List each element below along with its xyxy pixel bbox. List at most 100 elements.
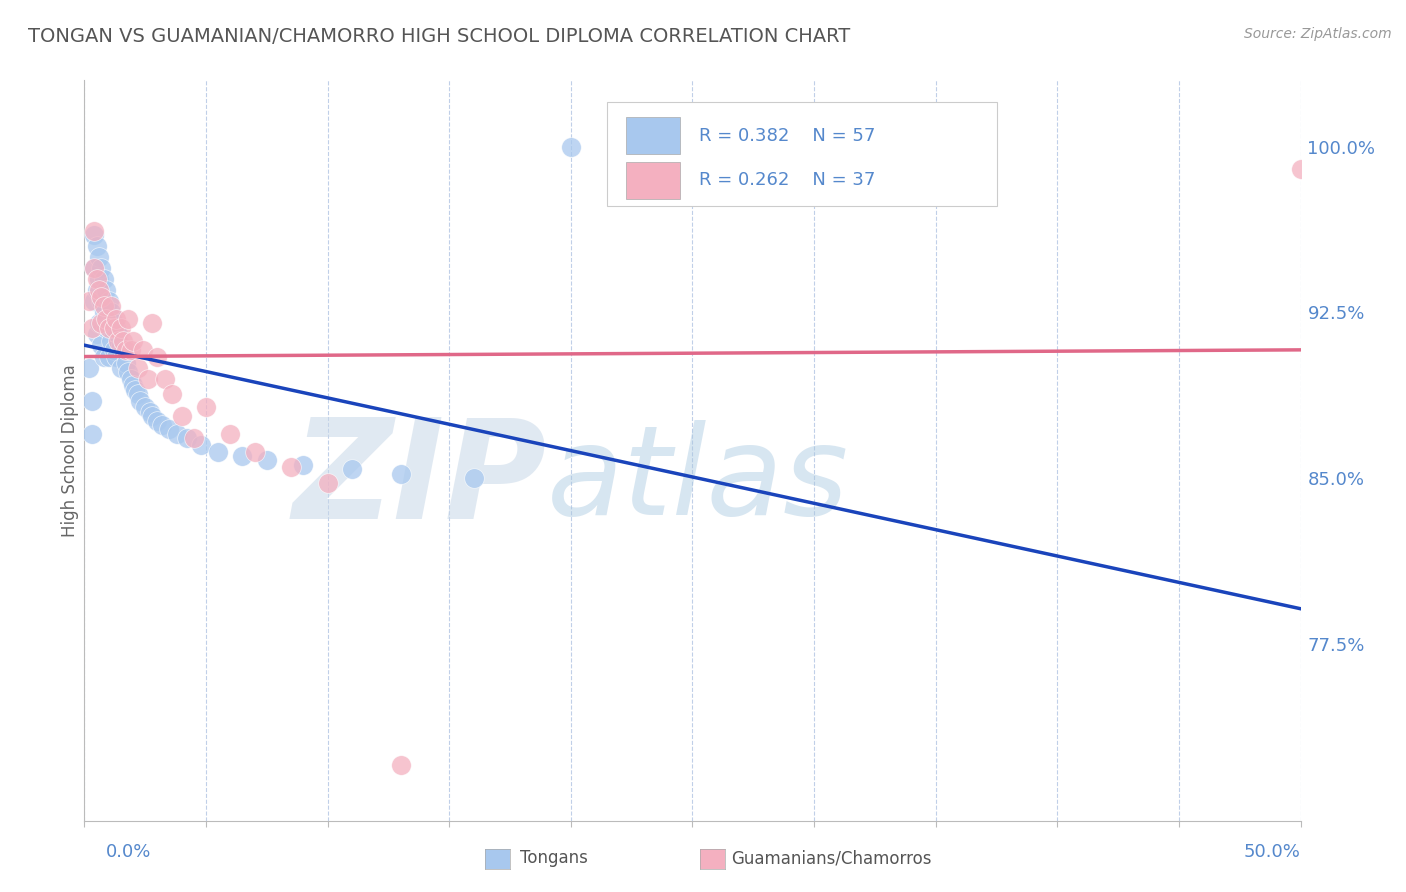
Point — [86, 283, 108, 297]
Point — [96, 312, 118, 326]
Point — [146, 414, 169, 428]
Point — [389, 467, 412, 481]
Point — [127, 360, 149, 375]
Point — [100, 299, 122, 313]
Point — [77, 294, 100, 309]
Point — [231, 449, 253, 463]
Point — [103, 343, 125, 357]
Text: R = 0.382    N = 57: R = 0.382 N = 57 — [699, 127, 875, 145]
Point — [110, 320, 132, 334]
Point — [122, 334, 145, 348]
Point — [256, 453, 278, 467]
Point — [110, 338, 132, 352]
Point — [93, 350, 115, 364]
Point — [136, 371, 159, 385]
Point — [97, 294, 120, 309]
Point — [183, 431, 205, 445]
Point — [90, 261, 112, 276]
Text: Source: ZipAtlas.com: Source: ZipAtlas.com — [1244, 27, 1392, 41]
Point — [134, 401, 156, 415]
FancyBboxPatch shape — [607, 103, 997, 206]
Text: ZIP: ZIP — [292, 413, 547, 548]
Point — [129, 393, 152, 408]
Point — [97, 320, 120, 334]
Point — [93, 305, 115, 319]
Point — [139, 405, 162, 419]
Point — [83, 223, 105, 237]
Point — [86, 239, 108, 253]
Text: TONGAN VS GUAMANIAN/CHAMORRO HIGH SCHOOL DIPLOMA CORRELATION CHART: TONGAN VS GUAMANIAN/CHAMORRO HIGH SCHOOL… — [28, 27, 851, 45]
Point — [117, 312, 139, 326]
Point — [90, 317, 112, 331]
Point — [104, 350, 127, 364]
Point — [93, 272, 115, 286]
Point — [104, 320, 127, 334]
Point — [160, 387, 183, 401]
Point — [243, 444, 266, 458]
Point — [166, 426, 188, 441]
Point — [80, 426, 103, 441]
Point — [110, 360, 132, 375]
Text: R = 0.262    N = 37: R = 0.262 N = 37 — [699, 171, 875, 189]
Point — [207, 444, 229, 458]
Point — [114, 356, 136, 370]
Point — [93, 299, 115, 313]
Point — [127, 387, 149, 401]
Point — [86, 327, 108, 342]
Point — [141, 409, 163, 424]
Text: atlas: atlas — [547, 419, 849, 541]
Point — [120, 371, 142, 385]
Point — [90, 294, 112, 309]
Bar — [626, 118, 681, 154]
Point — [560, 139, 582, 153]
Point — [114, 343, 136, 357]
Y-axis label: High School Diploma: High School Diploma — [60, 364, 79, 537]
Point — [112, 343, 135, 357]
Point — [316, 475, 339, 490]
Point — [90, 338, 112, 352]
Point — [176, 431, 198, 445]
Point — [86, 272, 108, 286]
Point — [97, 320, 120, 334]
Point — [117, 365, 139, 379]
Point — [87, 272, 110, 286]
Point — [190, 438, 212, 452]
Point — [153, 371, 176, 385]
Point — [83, 294, 105, 309]
Point — [83, 261, 105, 276]
Point — [87, 250, 110, 264]
Point — [170, 409, 193, 424]
Point — [100, 305, 122, 319]
Point — [1289, 161, 1312, 176]
Point — [96, 283, 118, 297]
Point — [120, 343, 142, 357]
Text: Guamanians/Chamorros: Guamanians/Chamorros — [731, 849, 932, 867]
Point — [150, 418, 173, 433]
Point — [463, 471, 485, 485]
Point — [146, 350, 169, 364]
Point — [340, 462, 363, 476]
Point — [389, 758, 412, 772]
Point — [122, 378, 145, 392]
Point — [280, 460, 302, 475]
Point — [104, 312, 127, 326]
Point — [124, 383, 146, 397]
Point — [107, 334, 129, 348]
Point — [80, 320, 103, 334]
Point — [219, 426, 242, 441]
Text: 50.0%: 50.0% — [1244, 843, 1301, 861]
Point — [159, 422, 181, 436]
Point — [90, 290, 112, 304]
Text: 0.0%: 0.0% — [105, 843, 150, 861]
Point — [97, 350, 120, 364]
Point — [87, 317, 110, 331]
Point — [87, 283, 110, 297]
Point — [112, 334, 135, 348]
Point — [83, 261, 105, 276]
Point — [103, 320, 125, 334]
Point — [96, 320, 118, 334]
Bar — [626, 161, 681, 199]
Point — [80, 393, 103, 408]
Point — [141, 317, 163, 331]
Point — [194, 401, 218, 415]
